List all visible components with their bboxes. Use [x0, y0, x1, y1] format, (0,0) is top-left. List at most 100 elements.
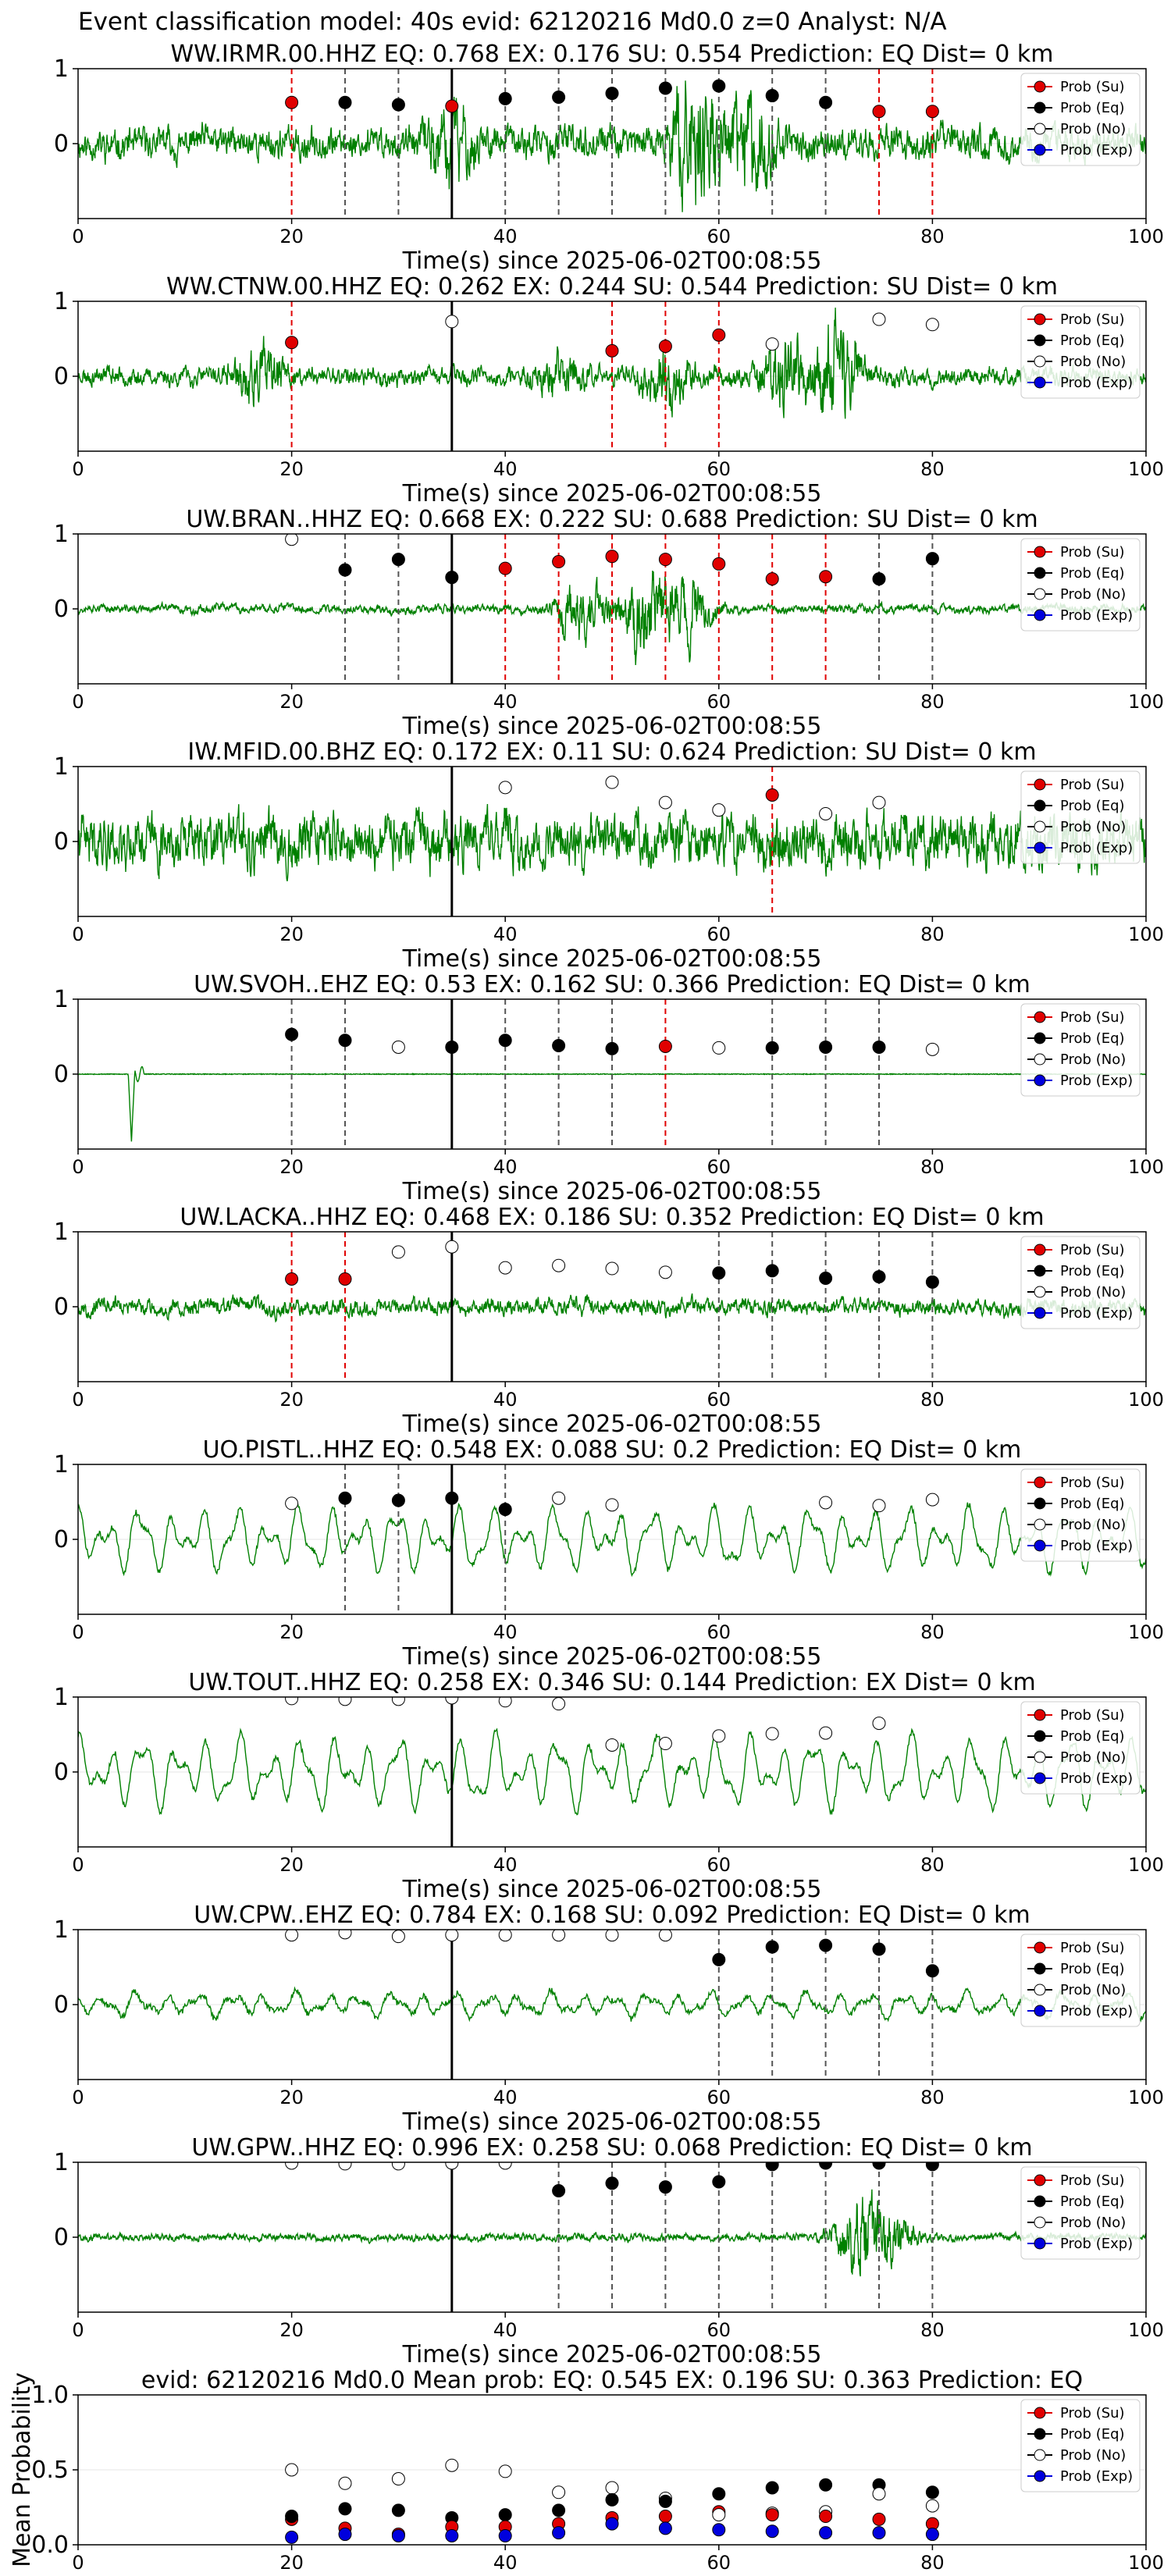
x-tick-label: 20: [279, 2087, 304, 2108]
prob-point-eq: [391, 98, 405, 112]
legend-marker-icon: [1034, 101, 1046, 114]
prob-point-exp: [391, 2528, 405, 2542]
prob-point-su: [285, 336, 299, 350]
prob-point-no: [285, 534, 299, 546]
prob-point-exp: [658, 2521, 672, 2535]
legend-label: Prob (Su): [1060, 1707, 1125, 1724]
prob-point-eq: [925, 2485, 939, 2500]
prob-point-su: [658, 340, 672, 354]
prob-point-eq: [819, 95, 833, 109]
x-tick-label: 80: [920, 1854, 945, 1876]
panel-title: UW.BRAN..HHZ EQ: 0.668 EX: 0.222 SU: 0.6…: [186, 506, 1038, 533]
x-tick-label: 40: [493, 458, 518, 480]
x-tick-label: 0: [72, 691, 84, 713]
prob-point-no: [391, 1697, 405, 1706]
plot-area: [78, 999, 1146, 1149]
x-tick-label: 40: [493, 1621, 518, 1643]
legend-box: [1020, 1468, 1141, 1562]
x-tick-label: 20: [279, 1854, 304, 1876]
legend-marker-icon: [1034, 1962, 1046, 1975]
y-tick-label: 0: [54, 2224, 69, 2251]
prob-point-no: [338, 1930, 352, 1940]
legend-marker-icon: [1034, 546, 1046, 558]
prob-point-no: [391, 1930, 405, 1944]
x-tick-label: 60: [707, 1156, 731, 1178]
legend-label: Prob (Exp): [1060, 840, 1133, 856]
y-tick-label: 0: [54, 130, 69, 158]
panel-title: IW.MFID.00.BHZ EQ: 0.172 EX: 0.11 SU: 0.…: [187, 738, 1036, 766]
prob-point-no: [925, 1493, 939, 1507]
legend-marker-icon: [1034, 820, 1046, 833]
legend-marker-icon: [1034, 123, 1046, 135]
prob-point-no: [765, 337, 779, 351]
prob-point-eq: [552, 2503, 566, 2517]
y-tick-label: 1: [54, 2149, 69, 2176]
legend-marker-icon: [1034, 1984, 1046, 1996]
prob-point-eq: [819, 2162, 833, 2170]
plot-area: [78, 2162, 1146, 2312]
prob-point-eq: [338, 563, 352, 577]
panel-title: UW.LACKA..HHZ EQ: 0.468 EX: 0.186 SU: 0.…: [180, 1204, 1044, 1231]
legend-label: Prob (Su): [1060, 311, 1125, 328]
prob-point-no: [712, 2508, 726, 2522]
prob-point-no: [872, 1717, 886, 1731]
prob-point-no: [445, 1697, 459, 1705]
prob-point-eq: [712, 1266, 726, 1280]
prob-point-no: [285, 2162, 299, 2170]
legend-marker-icon: [1034, 1497, 1046, 1510]
legend-label: Prob (Su): [1060, 777, 1125, 793]
legend-label: Prob (Su): [1060, 1009, 1125, 1026]
x-tick-label: 100: [1128, 1854, 1164, 1876]
legend-marker-icon: [1034, 2428, 1046, 2440]
x-tick-label: 20: [279, 923, 304, 945]
legend-marker-icon: [1034, 2216, 1046, 2229]
legend: Prob (Su) Prob (Eq) Prob (No) Prob (Exp): [1020, 2166, 1141, 2260]
legend-label: Prob (Eq): [1060, 565, 1125, 582]
prob-point-no: [552, 1258, 566, 1272]
prob-point-no: [712, 803, 726, 817]
plot-area: [78, 534, 1146, 684]
prob-point-su: [445, 99, 459, 113]
legend-label: Prob (Eq): [1060, 100, 1125, 116]
legend-label: Prob (No): [1060, 2215, 1126, 2231]
y-tick-label: 1: [54, 55, 69, 83]
y-tick-label: 0: [54, 1526, 69, 1553]
legend-label: Prob (No): [1060, 819, 1126, 835]
legend-label: Prob (Eq): [1060, 1263, 1125, 1279]
legend-marker-icon: [1034, 1709, 1046, 1721]
x-tick-label: 0: [72, 923, 84, 945]
prob-point-no: [552, 1491, 566, 1505]
legend-marker-icon: [1034, 1539, 1046, 1552]
legend-marker-icon: [1034, 799, 1046, 812]
legend-label: Prob (Exp): [1060, 142, 1133, 158]
prob-point-exp: [285, 2530, 299, 2544]
prob-point-no: [925, 1042, 939, 1056]
legend-marker-icon: [1034, 2237, 1046, 2250]
prob-point-exp: [712, 2523, 726, 2537]
plot-area: [78, 1232, 1146, 1382]
prob-point-su: [819, 570, 833, 584]
waveform-trace: [78, 1293, 1146, 1323]
x-tick-label: 60: [707, 2552, 731, 2574]
prob-point-no: [605, 1930, 619, 1942]
prob-point-no: [605, 1261, 619, 1276]
x-tick-label: 100: [1128, 2087, 1164, 2108]
legend-label: Prob (Exp): [1060, 1305, 1133, 1322]
waveform-trace: [78, 2189, 1146, 2277]
x-tick-label: 60: [707, 923, 731, 945]
legend-marker-icon: [1034, 1730, 1046, 1742]
prob-point-su: [765, 788, 779, 802]
prob-point-su: [605, 343, 619, 358]
prob-point-no: [658, 1265, 672, 1279]
waveform-trace: [78, 1502, 1146, 1578]
prob-point-no: [498, 2464, 512, 2478]
prob-point-eq: [445, 1040, 459, 1054]
legend-box: [1020, 1003, 1141, 1097]
legend-marker-icon: [1034, 1032, 1046, 1044]
prob-point-eq: [872, 1942, 886, 1956]
legend-label: Prob (No): [1060, 586, 1126, 603]
x-axis-label: Time(s) since 2025-06-02T00:08:55: [402, 1178, 822, 1205]
prob-point-eq: [605, 1041, 619, 1055]
legend-label: Prob (Su): [1060, 2405, 1125, 2421]
